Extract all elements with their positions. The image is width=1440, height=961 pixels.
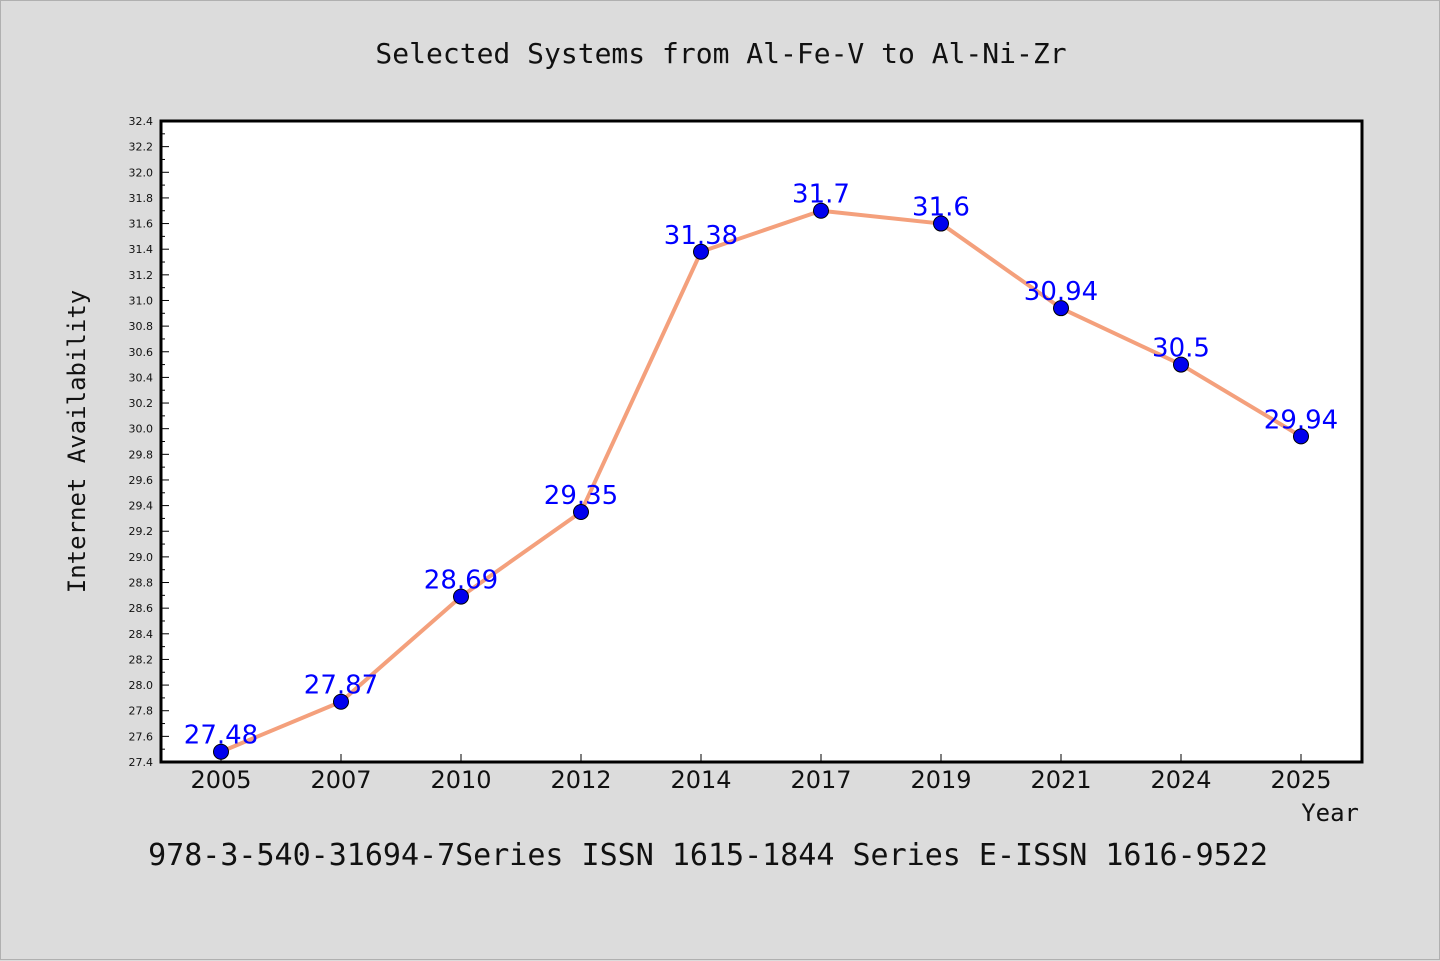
data-label: 27.87 xyxy=(304,671,378,701)
data-point xyxy=(213,743,229,760)
y-tick-label: 29.6 xyxy=(129,474,154,487)
y-tick-label: 31.2 xyxy=(129,269,154,282)
chart-footer: 978-3-540-31694-7Series ISSN 1615-1844 S… xyxy=(148,838,1268,873)
data-label: 28.69 xyxy=(424,566,498,596)
x-tick-label: 2017 xyxy=(790,766,851,794)
data-point xyxy=(1053,300,1069,317)
y-tick-label: 31.4 xyxy=(129,243,154,256)
y-tick-label: 29.8 xyxy=(129,448,154,461)
x-tick-label: 2025 xyxy=(1270,766,1331,794)
data-label: 27.48 xyxy=(184,721,258,751)
x-tick-label: 2024 xyxy=(1150,766,1211,794)
x-tick-label: 2012 xyxy=(550,766,611,794)
y-tick-label: 32.2 xyxy=(129,141,154,154)
data-label: 31.6 xyxy=(912,193,970,223)
data-point xyxy=(813,202,829,219)
data-label: 30.94 xyxy=(1024,277,1098,307)
y-tick-label: 30.4 xyxy=(129,371,154,384)
data-point xyxy=(453,588,469,605)
y-tick-label: 28.0 xyxy=(129,679,154,692)
plot-area xyxy=(159,119,1364,764)
y-tick-label: 27.8 xyxy=(129,705,154,718)
y-tick-label: 31.6 xyxy=(129,218,154,231)
x-axis-label: Year xyxy=(1301,799,1359,827)
y-tick-label: 28.6 xyxy=(129,602,154,615)
y-axis: 27.4 27.6 27.8 28.0 28.2 28.4 28.6 28.8 29.0 29.2… xyxy=(129,115,169,769)
data-point xyxy=(933,215,949,232)
data-point xyxy=(1173,356,1189,373)
data-label: 31.7 xyxy=(792,180,850,210)
y-tick-label: 27.4 xyxy=(129,756,154,769)
y-tick-label: 28.2 xyxy=(129,653,154,666)
y-tick-label: 29.4 xyxy=(129,500,154,513)
data-point xyxy=(333,693,349,710)
y-tick-label: 27.6 xyxy=(129,730,154,743)
data-point xyxy=(1293,428,1309,445)
y-tick-label: 30.6 xyxy=(129,346,154,359)
y-tick-label: 31.0 xyxy=(129,294,154,307)
data-label: 29.35 xyxy=(544,481,618,511)
series-line xyxy=(220,208,1303,754)
data-label: 31.38 xyxy=(664,221,738,251)
chart-title: Selected Systems from Al-Fe-V to Al-Ni-Z… xyxy=(375,37,1066,70)
x-tick-label: 2010 xyxy=(430,766,491,794)
series-layer: 27.48 27.87 28.69 29.35 31.38 31.7 31.6 30.94 30… xyxy=(184,180,1338,760)
x-tick-label: 2014 xyxy=(670,766,731,794)
y-tick-label: 28.4 xyxy=(129,628,154,641)
y-tick-label: 28.8 xyxy=(129,577,154,590)
y-tick-label: 32.4 xyxy=(129,115,154,128)
y-tick-label: 30.2 xyxy=(129,397,154,410)
y-tick-label: 30.0 xyxy=(129,423,154,436)
data-point xyxy=(573,504,589,521)
y-tick-label: 30.8 xyxy=(129,320,154,333)
y-axis-label: Internet Availability xyxy=(63,290,91,593)
y-tick-label: 32.0 xyxy=(129,166,154,179)
y-tick-label: 31.8 xyxy=(129,192,154,205)
data-point xyxy=(693,243,709,260)
y-tick-label: 29.2 xyxy=(129,525,154,538)
x-tick-label: 2007 xyxy=(310,766,371,794)
x-axis: 2005 2007 2010 2012 2014 2017 2019 2021 2024 2025 xyxy=(190,754,1332,794)
data-label: 30.5 xyxy=(1152,334,1210,364)
y-tick-label: 29.0 xyxy=(129,551,154,564)
x-tick-label: 2019 xyxy=(910,766,971,794)
x-tick-label: 2005 xyxy=(190,766,251,794)
data-label: 29.94 xyxy=(1264,405,1338,435)
x-tick-label: 2021 xyxy=(1030,766,1091,794)
